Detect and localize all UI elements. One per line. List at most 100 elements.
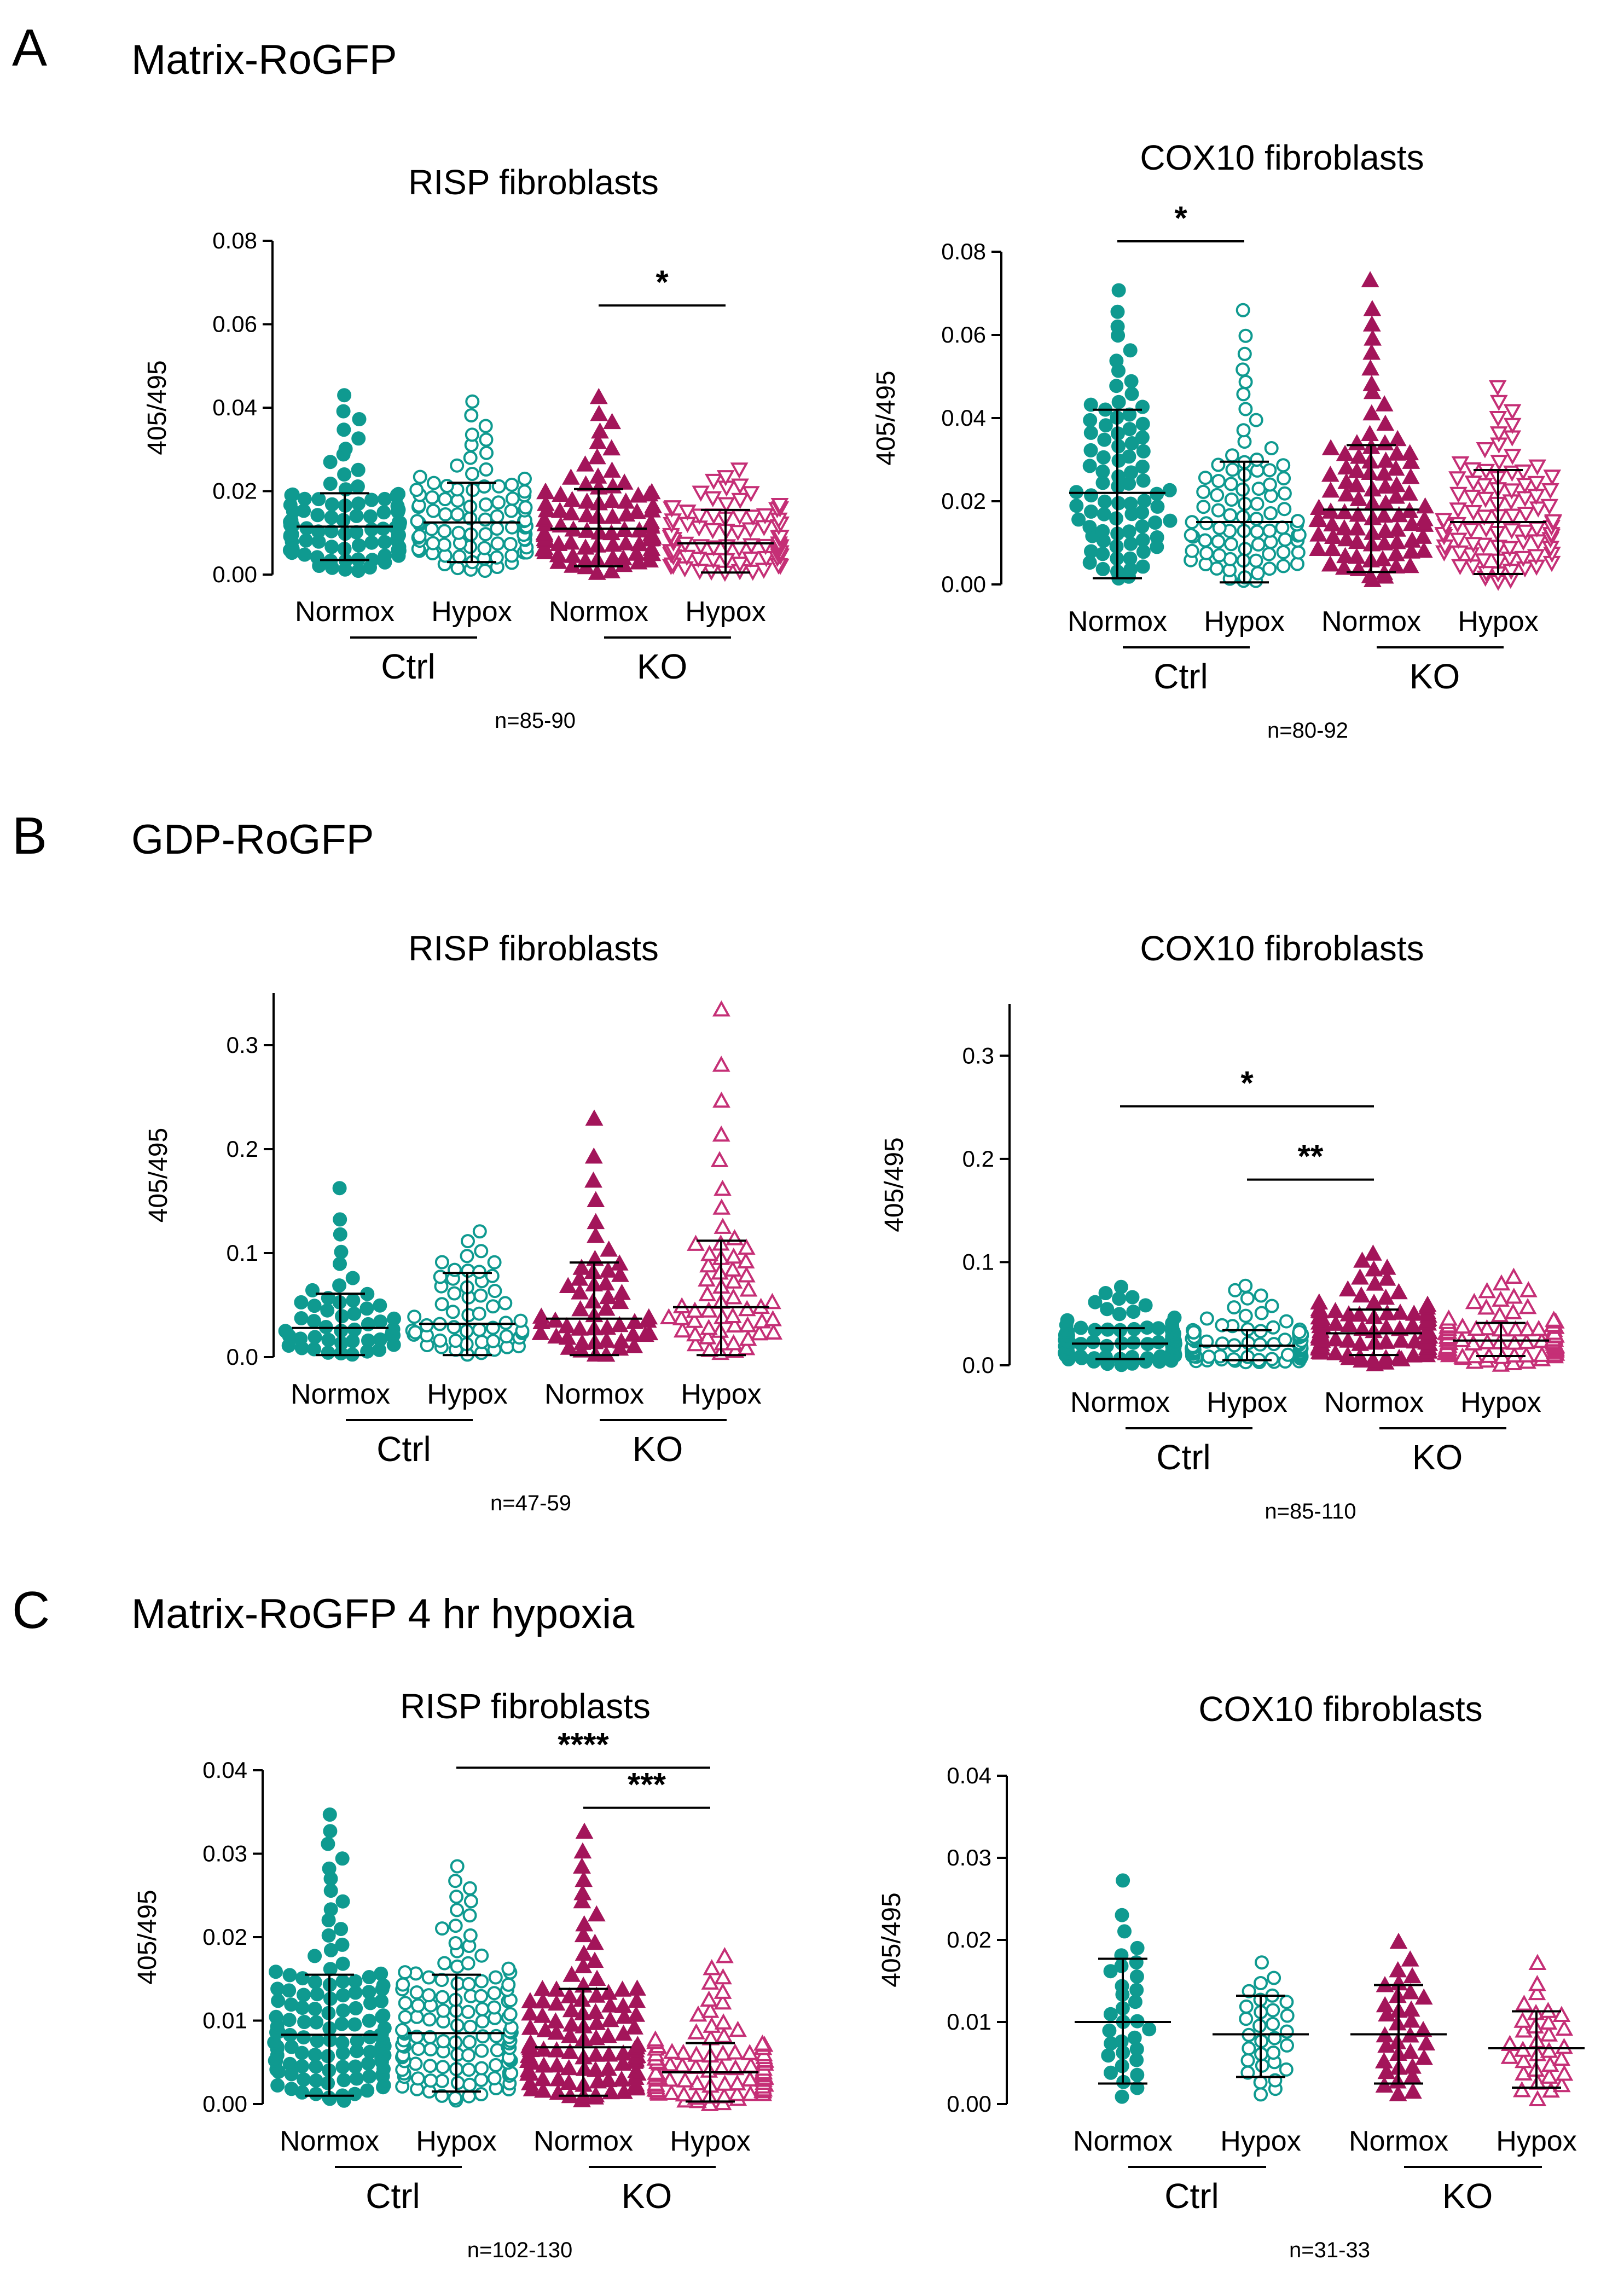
- data-point: [1401, 1950, 1419, 1967]
- data-point: [628, 1991, 646, 2008]
- data-point: [576, 551, 595, 567]
- data-point: [562, 1966, 581, 1982]
- data-point: [305, 1283, 320, 1297]
- data-point: [447, 1286, 462, 1301]
- data-point: [1465, 1293, 1483, 1309]
- data-point: [296, 2030, 311, 2045]
- data-point: [714, 1218, 732, 1234]
- data-point: [1516, 524, 1535, 541]
- data-point: [1136, 473, 1151, 488]
- data-point: [531, 1324, 550, 1340]
- data-point: [1492, 1355, 1510, 1372]
- data-point: [347, 1322, 362, 1337]
- data-point: [503, 2007, 518, 2021]
- data-point: [1403, 1967, 1422, 1984]
- data-point: [308, 1330, 322, 1345]
- data-point: [1335, 519, 1354, 536]
- data-point: [1151, 1335, 1166, 1349]
- data-point: [585, 1109, 604, 1126]
- data-point: [452, 549, 467, 564]
- data-point: [724, 1247, 743, 1264]
- data-point: [398, 1996, 413, 2010]
- data-point: [1527, 549, 1545, 565]
- significance-label: **: [1298, 1138, 1324, 1175]
- data-point: [1212, 548, 1227, 563]
- data-point: [486, 1334, 501, 1348]
- data-point: [1111, 283, 1126, 298]
- data-point: [270, 2078, 285, 2093]
- data-point: [589, 433, 607, 449]
- data-point: [1125, 1290, 1140, 1305]
- data-point: [1238, 375, 1253, 389]
- data-point: [738, 1300, 756, 1317]
- data-point: [562, 2015, 581, 2032]
- data-point: [475, 2002, 490, 2017]
- data-point: [407, 1309, 422, 1324]
- data-point: [1440, 1309, 1458, 1326]
- data-point: [729, 2020, 747, 2037]
- data-point: [686, 1301, 704, 1318]
- data-point: [1136, 444, 1151, 459]
- data-point: [323, 1884, 338, 1898]
- data-point: [435, 1990, 450, 2004]
- data-point: [1240, 2053, 1255, 2068]
- y-tick-label: 0.02: [941, 488, 986, 514]
- data-point: [426, 503, 440, 518]
- data-point: [1262, 463, 1277, 478]
- data-point: [1266, 2017, 1280, 2031]
- data-point: [731, 492, 750, 509]
- data-point: [294, 2046, 309, 2060]
- data-point: [602, 524, 620, 541]
- series-ko-hypox: [646, 1946, 775, 2111]
- data-point: [332, 1278, 347, 1293]
- data-point: [1363, 300, 1382, 316]
- data-point: [1115, 2089, 1129, 2104]
- data-point: [560, 1338, 578, 1355]
- data-point: [321, 1332, 336, 1347]
- chart-a-risp: RISP fibroblasts 0.00 0.02 0.04 0.06 0.08 405/…: [143, 163, 790, 733]
- data-point: [1388, 430, 1407, 447]
- data-point: [1389, 1961, 1407, 1978]
- data-point: [716, 1946, 734, 1963]
- data-point: [474, 1974, 489, 1989]
- data-point: [351, 496, 366, 511]
- n-label: n=85-110: [1265, 1499, 1356, 1523]
- data-point: [726, 2059, 745, 2076]
- data-point: [321, 2049, 335, 2064]
- data-point: [1492, 1290, 1510, 1307]
- significance-label: *: [1174, 200, 1187, 236]
- data-point: [712, 1198, 731, 1215]
- data-point: [712, 1125, 730, 1142]
- data-point: [310, 508, 325, 523]
- data-point: [1490, 455, 1509, 471]
- data-point: [1127, 2030, 1142, 2045]
- data-point: [1321, 465, 1339, 482]
- data-point: [1124, 436, 1139, 450]
- data-point: [1545, 1311, 1563, 1327]
- data-point: [1086, 1335, 1100, 1349]
- section-title-a: Matrix-RoGFP: [131, 37, 397, 83]
- data-point: [574, 1926, 593, 1943]
- data-point: [703, 1958, 721, 1975]
- category-label: Hypox: [1496, 2125, 1576, 2157]
- series-ctrl-normox: [1069, 283, 1178, 586]
- data-point: [724, 1334, 743, 1351]
- data-point: [1323, 515, 1341, 532]
- y-tick-label: 0.08: [941, 239, 986, 264]
- data-point: [461, 1956, 475, 1971]
- data-point: [1404, 1346, 1423, 1363]
- data-point: [323, 1902, 338, 1917]
- data-point: [322, 1807, 337, 1822]
- data-point: [1162, 483, 1177, 497]
- data-point: [627, 544, 646, 561]
- data-point: [435, 1921, 449, 1936]
- data-point: [610, 1316, 629, 1332]
- data-point: [436, 2003, 451, 2018]
- data-point: [361, 1333, 375, 1348]
- data-point: [1137, 494, 1152, 508]
- data-point: [474, 1989, 489, 2003]
- data-point: [278, 1324, 293, 1338]
- data-point: [1478, 1333, 1497, 1349]
- data-point: [479, 432, 494, 447]
- data-point: [1389, 1932, 1408, 1949]
